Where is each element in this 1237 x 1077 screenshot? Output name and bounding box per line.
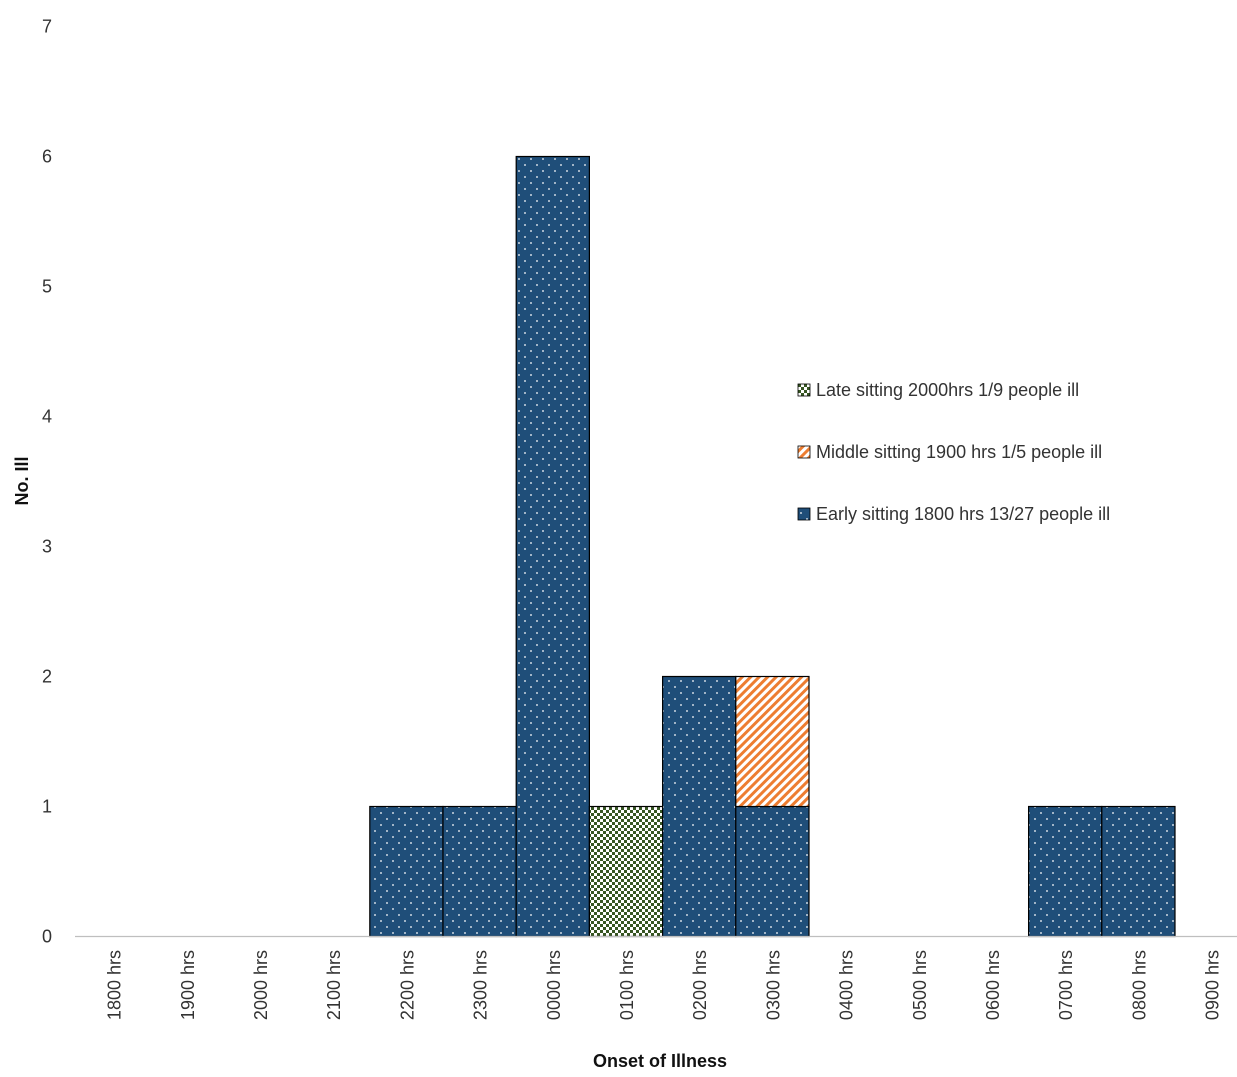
x-axis: 1800 hrs 1900 hrs 2000 hrs 2100 hrs 2200 hrs… [105,950,1223,1020]
bar-diagonal-9 [735,675,810,808]
legend-label: Late sitting 2000hrs 1/9 people ill [816,380,1079,400]
bar-checker-7 [588,805,664,938]
x-tick-label: 1900 hrs [178,950,198,1020]
bar-dots-4 [369,805,444,938]
x-tick-label: 0900 hrs [1203,950,1223,1020]
bar-dots-5 [442,805,517,938]
bar-dots-9 [735,805,810,938]
y-tick-label: 2 [42,667,52,687]
legend-swatch-diagonal [797,445,811,459]
bar-dots-14 [1101,805,1176,938]
bar-dots-6 [515,155,591,938]
y-tick-label: 1 [42,797,52,817]
x-tick-label: 1800 hrs [105,950,125,1020]
x-tick-label: 0400 hrs [837,950,857,1020]
x-tick-label: 0300 hrs [763,950,783,1020]
y-tick-label: 3 [42,537,52,557]
x-tick-label: 0600 hrs [983,950,1003,1020]
y-tick-label: 6 [42,147,52,167]
bar-dots-8 [661,675,737,938]
x-tick-label: 0700 hrs [1056,950,1076,1020]
x-tick-label: 0800 hrs [1129,950,1149,1020]
x-tick-label: 0000 hrs [544,950,564,1020]
y-axis: 0 1 2 3 4 5 6 7 [42,17,52,947]
legend: Late sitting 2000hrs 1/9 people ill Middl… [797,380,1110,524]
x-tick-label: 2200 hrs [397,950,417,1020]
legend-swatch-checker [797,383,811,397]
legend-label: Middle sitting 1900 hrs 1/5 people ill [816,442,1102,462]
y-tick-label: 0 [42,927,52,947]
bars [369,155,1176,938]
y-tick-label: 4 [42,407,52,427]
x-tick-label: 2100 hrs [324,950,344,1020]
y-axis-title: No. Ill [12,457,32,506]
x-tick-label: 0200 hrs [690,950,710,1020]
bar-dots-13 [1027,805,1103,938]
legend-swatch-dots [797,507,811,521]
legend-label: Early sitting 1800 hrs 13/27 people ill [816,504,1110,524]
x-tick-label: 0500 hrs [910,950,930,1020]
x-tick-label: 2000 hrs [251,950,271,1020]
x-axis-title: Onset of Illness [593,1051,727,1071]
y-tick-label: 7 [42,17,52,37]
x-tick-label: 0100 hrs [617,950,637,1020]
x-tick-label: 2300 hrs [471,950,491,1020]
y-tick-label: 5 [42,277,52,297]
